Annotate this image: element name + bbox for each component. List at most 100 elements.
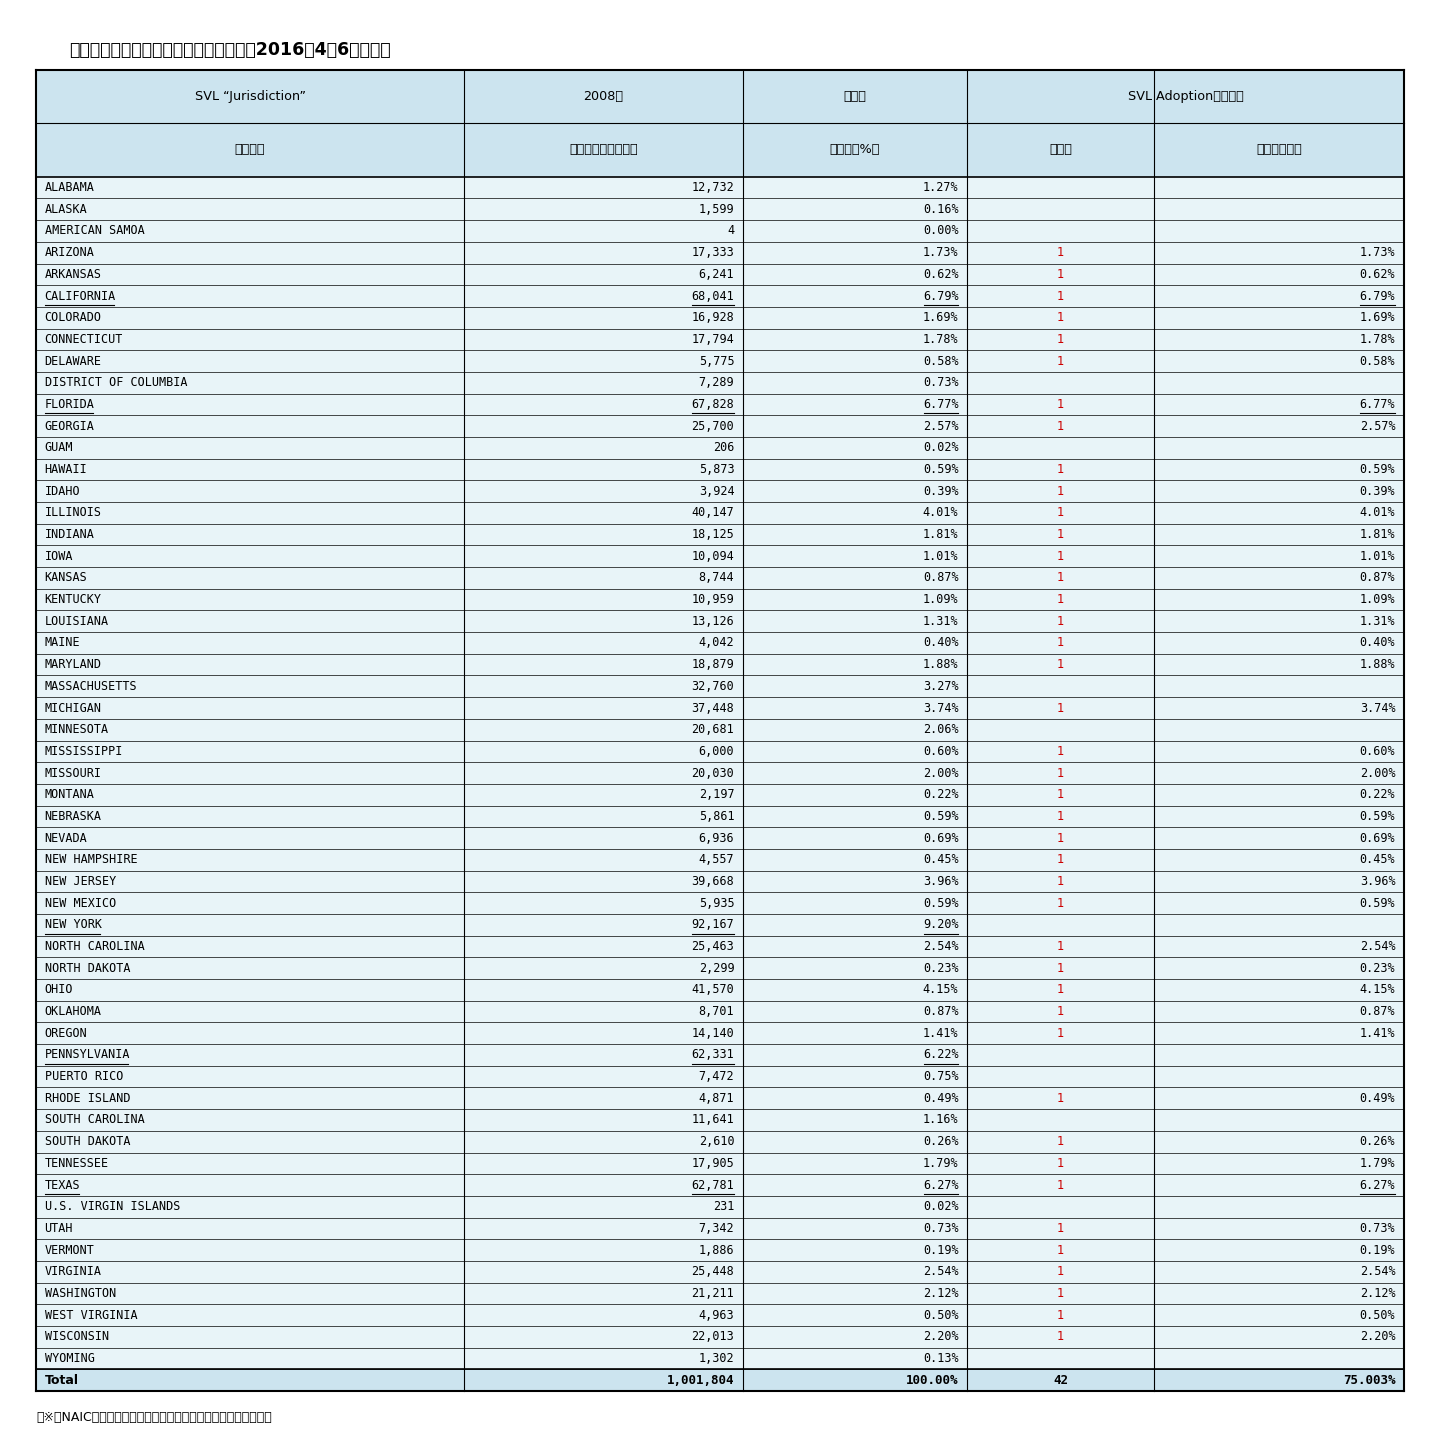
Text: 1.79%: 1.79% [1359, 1156, 1395, 1169]
Text: 42: 42 [1053, 1374, 1068, 1387]
Text: 8,701: 8,701 [698, 1006, 734, 1019]
Text: 2008年: 2008年 [583, 90, 624, 103]
Bar [36, 372, 1404, 394]
Text: 4.15%: 4.15% [1359, 984, 1395, 997]
Text: WEST VIRGINIA: WEST VIRGINIA [45, 1308, 137, 1321]
Text: 3.96%: 3.96% [923, 875, 958, 888]
Text: 13,126: 13,126 [691, 614, 734, 627]
Text: MARYLAND: MARYLAND [45, 658, 102, 671]
Text: 1.73%: 1.73% [1359, 246, 1395, 259]
Text: 62,781: 62,781 [691, 1178, 734, 1191]
Text: 1: 1 [1058, 984, 1063, 997]
Text: 7,342: 7,342 [698, 1222, 734, 1235]
Text: 1.41%: 1.41% [1359, 1027, 1395, 1040]
Bar [36, 70, 1404, 177]
Text: 0.49%: 0.49% [923, 1091, 958, 1104]
Bar [36, 545, 1404, 567]
Text: 6.79%: 6.79% [923, 290, 958, 303]
Text: 1.69%: 1.69% [1359, 312, 1395, 325]
Text: 2.00%: 2.00% [923, 767, 958, 780]
Text: MICHIGAN: MICHIGAN [45, 701, 102, 714]
Bar [36, 1304, 1404, 1326]
Text: 1.41%: 1.41% [923, 1027, 958, 1040]
Text: 2.20%: 2.20% [1359, 1330, 1395, 1343]
Text: 4.15%: 4.15% [923, 984, 958, 997]
Bar [36, 675, 1404, 697]
Text: INDIANA: INDIANA [45, 527, 95, 540]
Text: 4,963: 4,963 [698, 1308, 734, 1321]
Text: 管轄地域: 管轄地域 [234, 143, 266, 156]
Text: 2.57%: 2.57% [1359, 420, 1395, 433]
Text: 1: 1 [1058, 290, 1063, 303]
Bar [36, 1282, 1404, 1304]
Text: ARKANSAS: ARKANSAS [45, 268, 102, 281]
Text: 2.57%: 2.57% [923, 420, 958, 433]
Text: 1.09%: 1.09% [923, 593, 958, 606]
Text: NEW YORK: NEW YORK [45, 919, 102, 932]
Text: 1: 1 [1058, 333, 1063, 346]
Text: SVL Adoption（採択）: SVL Adoption（採択） [1128, 90, 1243, 103]
Text: 2,299: 2,299 [698, 962, 734, 975]
Bar [36, 285, 1404, 307]
Text: 0.59%: 0.59% [923, 897, 958, 910]
Text: 41,570: 41,570 [691, 984, 734, 997]
Text: 62,331: 62,331 [691, 1049, 734, 1062]
Text: 1: 1 [1058, 484, 1063, 497]
Text: 0.73%: 0.73% [923, 377, 958, 390]
Bar [36, 1217, 1404, 1239]
Bar [36, 416, 1404, 438]
Text: 0.59%: 0.59% [923, 810, 958, 823]
Text: MAINE: MAINE [45, 636, 80, 649]
Text: 1: 1 [1058, 527, 1063, 540]
Text: 0.58%: 0.58% [1359, 355, 1395, 368]
Text: KENTUCKY: KENTUCKY [45, 593, 102, 606]
Text: 1.79%: 1.79% [923, 1156, 958, 1169]
Bar [36, 1239, 1404, 1261]
Text: 保険料: 保険料 [844, 90, 867, 103]
Text: 1: 1 [1058, 1308, 1063, 1321]
Bar [36, 893, 1404, 914]
Text: 1.88%: 1.88% [1359, 658, 1395, 671]
Text: VIRGINIA: VIRGINIA [45, 1265, 102, 1278]
Text: FLORIDA: FLORIDA [45, 398, 95, 412]
Text: 8,744: 8,744 [698, 571, 734, 584]
Bar [36, 610, 1404, 632]
Bar [36, 459, 1404, 481]
Text: 0.23%: 0.23% [923, 962, 958, 975]
Text: UTAH: UTAH [45, 1222, 73, 1235]
Bar [36, 351, 1404, 372]
Text: RHODE ISLAND: RHODE ISLAND [45, 1091, 129, 1104]
Text: 0.13%: 0.13% [923, 1352, 958, 1365]
Text: 4,871: 4,871 [698, 1091, 734, 1104]
Bar [36, 1369, 1404, 1391]
Bar [36, 806, 1404, 827]
Text: MASSACHUSETTS: MASSACHUSETTS [45, 680, 137, 693]
Text: 1.01%: 1.01% [923, 549, 958, 562]
Text: 0.60%: 0.60% [1359, 745, 1395, 758]
Bar [36, 719, 1404, 740]
Text: 0.58%: 0.58% [923, 355, 958, 368]
Text: OKLAHOMA: OKLAHOMA [45, 1006, 102, 1019]
Text: 0.75%: 0.75% [923, 1071, 958, 1084]
Text: 206: 206 [713, 442, 734, 455]
Text: 0.19%: 0.19% [1359, 1243, 1395, 1256]
Text: NEW MEXICO: NEW MEXICO [45, 897, 116, 910]
Text: GUAM: GUAM [45, 442, 73, 455]
Text: 1: 1 [1058, 853, 1063, 867]
Text: 1.81%: 1.81% [1359, 527, 1395, 540]
Text: 0.00%: 0.00% [923, 225, 958, 238]
Text: 0.02%: 0.02% [923, 442, 958, 455]
Text: 22,013: 22,013 [691, 1330, 734, 1343]
Text: 5,775: 5,775 [698, 355, 734, 368]
Text: 2.12%: 2.12% [923, 1287, 958, 1300]
Bar [36, 914, 1404, 936]
Text: 5,935: 5,935 [698, 897, 734, 910]
Text: 1,302: 1,302 [698, 1352, 734, 1365]
Text: CALIFORNIA: CALIFORNIA [45, 290, 116, 303]
Text: 0.45%: 0.45% [1359, 853, 1395, 867]
Text: 0.45%: 0.45% [923, 853, 958, 867]
Text: 0.26%: 0.26% [1359, 1135, 1395, 1148]
Text: OHIO: OHIO [45, 984, 73, 997]
Bar [36, 632, 1404, 653]
Bar [36, 1130, 1404, 1152]
